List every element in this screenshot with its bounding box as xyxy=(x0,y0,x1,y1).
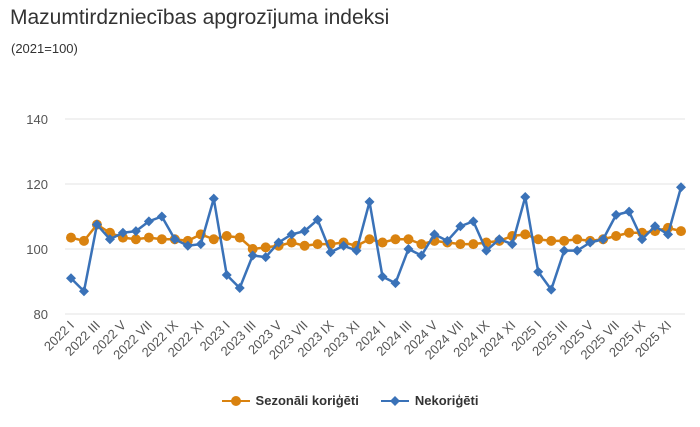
data-point xyxy=(624,206,635,217)
data-point xyxy=(598,234,609,245)
legend-item-seasonal[interactable]: Sezonāli koriģēti xyxy=(221,393,359,408)
data-point xyxy=(195,239,206,250)
legend-label: Nekoriģēti xyxy=(414,393,479,408)
data-point xyxy=(676,226,686,237)
data-point xyxy=(364,234,375,245)
data-point xyxy=(546,284,557,295)
data-point xyxy=(520,229,531,240)
data-point xyxy=(156,211,167,222)
y-tick-label: 120 xyxy=(26,177,48,192)
data-point xyxy=(468,216,479,227)
data-point xyxy=(611,209,622,220)
data-point xyxy=(143,232,154,243)
data-point xyxy=(533,234,544,245)
data-point xyxy=(286,237,297,248)
data-point xyxy=(130,234,141,245)
legend-diamond-icon xyxy=(380,395,409,406)
data-point xyxy=(208,193,219,204)
data-point xyxy=(377,271,388,282)
data-point xyxy=(390,234,401,245)
y-tick-label: 80 xyxy=(34,307,48,322)
data-point xyxy=(78,235,89,246)
data-point xyxy=(416,250,427,261)
data-point xyxy=(676,182,686,193)
data-point xyxy=(455,221,466,232)
data-point xyxy=(312,239,323,250)
data-point xyxy=(559,235,570,246)
y-tick-label: 100 xyxy=(26,242,48,257)
data-point xyxy=(247,244,258,254)
data-point xyxy=(520,192,531,202)
legend-circle-icon xyxy=(221,395,250,406)
data-point xyxy=(66,273,76,284)
data-point xyxy=(91,219,102,230)
chart-title: Mazumtirdzniecības apgrozījuma indeksi xyxy=(10,6,390,29)
data-point xyxy=(546,235,557,246)
data-point xyxy=(637,234,648,245)
data-point xyxy=(403,234,414,245)
data-point xyxy=(325,247,336,258)
data-point xyxy=(208,234,219,245)
data-point xyxy=(650,221,661,232)
data-point xyxy=(559,245,570,256)
data-point xyxy=(299,226,310,237)
chart-subtitle: (2021=100) xyxy=(11,41,78,56)
data-point xyxy=(169,234,180,245)
data-point xyxy=(403,244,414,254)
data-point xyxy=(273,237,284,248)
data-point xyxy=(312,214,323,225)
data-point xyxy=(507,239,518,250)
data-point xyxy=(585,237,596,248)
data-point xyxy=(143,216,154,227)
data-point xyxy=(663,229,674,240)
data-point xyxy=(260,242,271,253)
data-point xyxy=(221,231,232,241)
data-point xyxy=(572,245,583,256)
data-point xyxy=(234,232,245,243)
data-point xyxy=(390,278,401,289)
data-point xyxy=(299,240,310,251)
data-point xyxy=(624,227,635,238)
data-point xyxy=(611,231,622,241)
data-point xyxy=(182,240,193,251)
data-point xyxy=(338,240,349,251)
data-point xyxy=(117,227,128,238)
data-point xyxy=(572,234,583,245)
data-point xyxy=(533,266,544,277)
data-point xyxy=(156,234,167,245)
data-point xyxy=(104,234,115,245)
data-point xyxy=(66,232,76,243)
data-point xyxy=(351,245,362,256)
data-point xyxy=(416,239,427,250)
data-point xyxy=(377,237,388,248)
data-point xyxy=(247,250,258,261)
legend-item-unadjusted[interactable]: Nekoriģēti xyxy=(380,393,479,408)
data-point xyxy=(468,239,479,250)
data-point xyxy=(429,229,440,240)
data-point xyxy=(364,196,375,207)
data-point xyxy=(260,252,271,263)
legend-label: Sezonāli koriģēti xyxy=(255,393,359,408)
data-point xyxy=(78,286,89,297)
y-tick-label: 140 xyxy=(26,112,48,127)
data-point xyxy=(221,270,232,280)
data-point xyxy=(130,226,141,237)
legend: Sezonāli koriģēti Nekoriģēti xyxy=(0,393,700,408)
data-point xyxy=(286,229,297,240)
data-point xyxy=(455,239,466,250)
data-point xyxy=(481,245,492,256)
data-point xyxy=(494,234,505,245)
data-point xyxy=(234,283,245,293)
data-point xyxy=(442,235,453,246)
